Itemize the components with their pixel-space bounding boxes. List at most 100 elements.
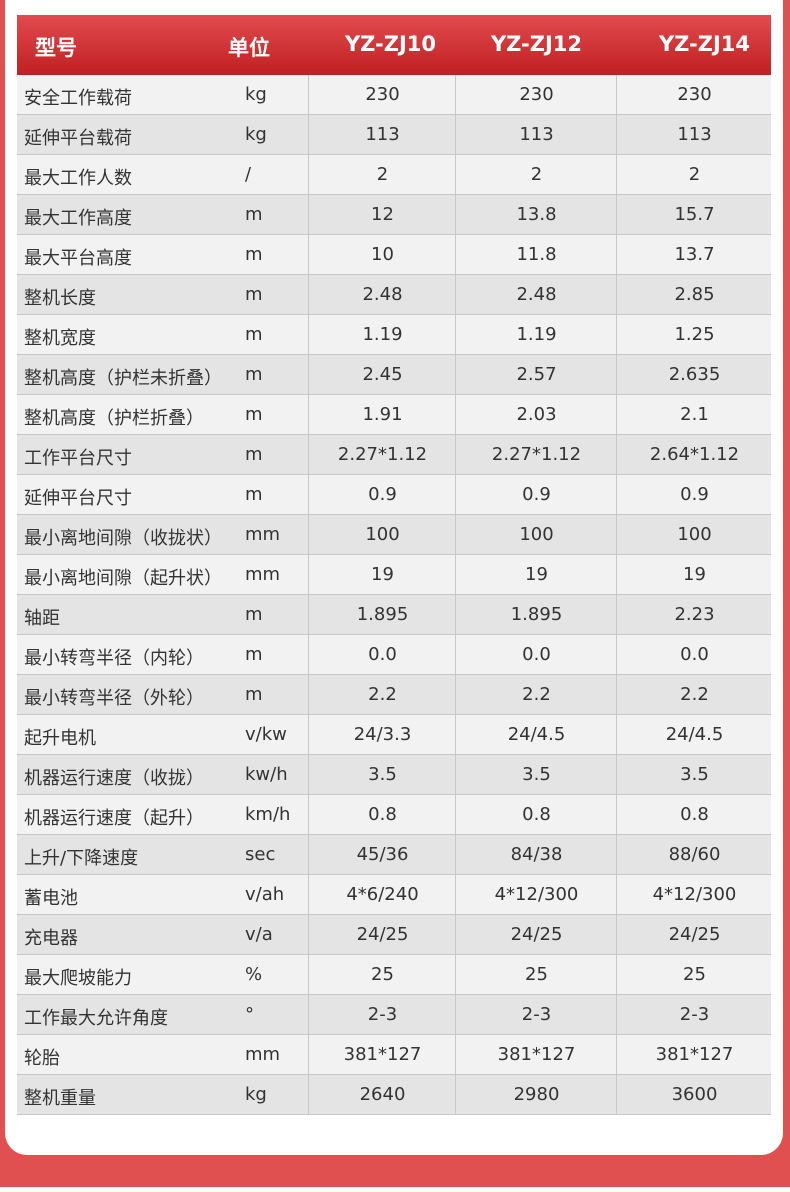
value-model-1: 24/3.3 bbox=[308, 715, 456, 755]
value-model-3: 113 bbox=[616, 115, 772, 155]
value-model-1: 1.895 bbox=[308, 595, 456, 635]
value-model-1: 1.91 bbox=[308, 395, 456, 435]
row-name: 整机重量 bbox=[24, 1088, 96, 1109]
value-model-1: 381*127 bbox=[308, 1035, 456, 1075]
value-model-1: 25 bbox=[308, 955, 456, 995]
value-model-1: 19 bbox=[308, 555, 456, 595]
value-model-3: 25 bbox=[616, 955, 772, 995]
row-name: 起升电机 bbox=[24, 728, 96, 749]
table-row: 安全工作载荷 kg 230 230 230 bbox=[17, 75, 771, 115]
table-row: 工作最大允许角度 ° 2-3 2-3 2-3 bbox=[17, 995, 771, 1035]
value-model-2: 1.895 bbox=[455, 595, 617, 635]
value-model-2: 2.03 bbox=[455, 395, 617, 435]
table-row: 最大平台高度 m 10 11.8 13.7 bbox=[17, 235, 771, 275]
table-row: 机器运行速度（收拢） kw/h 3.5 3.5 3.5 bbox=[17, 755, 771, 795]
value-model-2: 25 bbox=[455, 955, 617, 995]
value-model-1: 2-3 bbox=[308, 995, 456, 1035]
header-model-2: YZ-ZJ12 bbox=[490, 32, 583, 56]
value-model-2: 100 bbox=[455, 515, 617, 555]
value-model-3: 2.635 bbox=[616, 355, 772, 395]
value-model-2: 230 bbox=[455, 75, 617, 115]
value-model-1: 4*6/240 bbox=[308, 875, 456, 915]
row-name: 整机宽度 bbox=[24, 328, 96, 349]
value-model-3: 15.7 bbox=[616, 195, 772, 235]
value-model-2: 2.27*1.12 bbox=[455, 435, 617, 475]
row-unit: / bbox=[245, 164, 252, 185]
value-model-2: 2.2 bbox=[455, 675, 617, 715]
value-model-1: 2640 bbox=[308, 1075, 456, 1115]
row-unit: mm bbox=[245, 564, 281, 585]
value-model-2: 0.8 bbox=[455, 795, 617, 835]
value-model-1: 2.45 bbox=[308, 355, 456, 395]
table-row: 轴距 m 1.895 1.895 2.23 bbox=[17, 595, 771, 635]
table-row: 轮胎 mm 381*127 381*127 381*127 bbox=[17, 1035, 771, 1075]
table-header: 型号 单位 YZ-ZJ10 YZ-ZJ12 YZ-ZJ14 bbox=[17, 15, 771, 75]
value-model-3: 2.23 bbox=[616, 595, 772, 635]
row-unit: m bbox=[245, 284, 263, 305]
row-unit: m bbox=[245, 604, 263, 625]
value-model-2: 381*127 bbox=[455, 1035, 617, 1075]
row-name: 整机长度 bbox=[24, 288, 96, 309]
header-model-1: YZ-ZJ10 bbox=[344, 32, 437, 56]
row-name: 工作最大允许角度 bbox=[24, 1008, 168, 1029]
value-model-3: 2.64*1.12 bbox=[616, 435, 772, 475]
row-name: 最小离地间隙（收拢状） bbox=[24, 528, 222, 549]
table-row: 整机宽度 m 1.19 1.19 1.25 bbox=[17, 315, 771, 355]
table-row: 最大工作人数/2 2 2 bbox=[17, 155, 771, 195]
value-model-1: 10 bbox=[308, 235, 456, 275]
value-model-3: 3600 bbox=[616, 1075, 772, 1115]
row-name: 最大工作人数 bbox=[24, 168, 132, 189]
row-unit: v/kw bbox=[245, 724, 287, 745]
table-row: 整机高度（护栏折叠） m 1.91 2.03 2.1 bbox=[17, 395, 771, 435]
table-row: 最大工作高度 m 12 13.8 15.7 bbox=[17, 195, 771, 235]
row-unit: mm bbox=[245, 1044, 281, 1065]
value-model-2: 13.8 bbox=[455, 195, 617, 235]
value-model-2: 2 bbox=[455, 155, 617, 195]
row-name: 整机高度（护栏未折叠） bbox=[24, 368, 222, 389]
value-model-2: 3.5 bbox=[455, 755, 617, 795]
table-row: 蓄电池 v/ah 4*6/240 4*12/300 4*12/300 bbox=[17, 875, 771, 915]
row-unit: v/ah bbox=[245, 884, 285, 905]
table-row: 最小离地间隙（收拢状） mm 100 100 100 bbox=[17, 515, 771, 555]
row-unit: m bbox=[245, 324, 263, 345]
table-body: 安全工作载荷 kg 230 230 230 延伸平台载荷 kg 113 113 113 最大工作人数… bbox=[17, 75, 771, 1115]
value-model-3: 0.9 bbox=[616, 475, 772, 515]
table-row: 最大爬坡能力% 25 25 25 bbox=[17, 955, 771, 995]
spec-table: 型号 单位 YZ-ZJ10 YZ-ZJ12 YZ-ZJ14 安全工作载荷 kg 23… bbox=[17, 15, 771, 1115]
row-unit: m bbox=[245, 644, 263, 665]
value-model-1: 2 bbox=[308, 155, 456, 195]
value-model-1: 0.0 bbox=[308, 635, 456, 675]
row-name: 充电器 bbox=[24, 928, 78, 949]
value-model-1: 1.19 bbox=[308, 315, 456, 355]
value-model-1: 0.8 bbox=[308, 795, 456, 835]
value-model-3: 13.7 bbox=[616, 235, 772, 275]
value-model-3: 2.85 bbox=[616, 275, 772, 315]
value-model-2: 2.48 bbox=[455, 275, 617, 315]
row-unit: sec bbox=[245, 844, 276, 865]
row-unit: m bbox=[245, 364, 263, 385]
value-model-1: 2.27*1.12 bbox=[308, 435, 456, 475]
row-name: 最大平台高度 bbox=[24, 248, 132, 269]
value-model-3: 2.1 bbox=[616, 395, 772, 435]
table-row: 整机长度 m 2.48 2.48 2.85 bbox=[17, 275, 771, 315]
row-name: 机器运行速度（收拢） bbox=[24, 768, 204, 789]
value-model-2: 1.19 bbox=[455, 315, 617, 355]
value-model-1: 113 bbox=[308, 115, 456, 155]
value-model-2: 24/25 bbox=[455, 915, 617, 955]
value-model-3: 3.5 bbox=[616, 755, 772, 795]
row-unit: m bbox=[245, 484, 263, 505]
row-name: 整机高度（护栏折叠） bbox=[24, 408, 204, 429]
value-model-3: 2 bbox=[616, 155, 772, 195]
value-model-2: 19 bbox=[455, 555, 617, 595]
value-model-3: 230 bbox=[616, 75, 772, 115]
table-row: 延伸平台载荷 kg 113 113 113 bbox=[17, 115, 771, 155]
value-model-2: 0.0 bbox=[455, 635, 617, 675]
table-row: 最小转弯半径（外轮） m 2.2 2.2 2.2 bbox=[17, 675, 771, 715]
value-model-1: 3.5 bbox=[308, 755, 456, 795]
value-model-2: 2.57 bbox=[455, 355, 617, 395]
value-model-3: 100 bbox=[616, 515, 772, 555]
table-row: 充电器 v/a 24/25 24/25 24/25 bbox=[17, 915, 771, 955]
row-unit: kg bbox=[245, 1084, 267, 1105]
row-name: 轴距 bbox=[24, 608, 60, 629]
row-name: 延伸平台尺寸 bbox=[24, 488, 132, 509]
